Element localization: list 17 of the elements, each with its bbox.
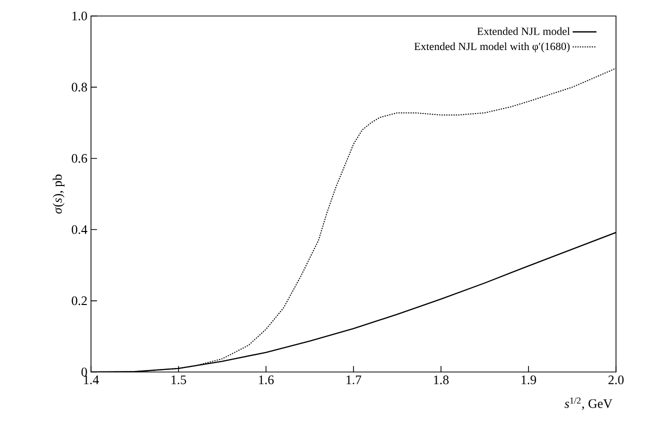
x-tick-label: 2.0 xyxy=(608,376,624,384)
y-tick-label: 0.8 xyxy=(72,82,87,92)
y-tick-label: 0.4 xyxy=(72,225,88,234)
y-tick-label: 0 xyxy=(82,368,87,376)
x-tick-label: 1.9 xyxy=(522,376,536,384)
legend-label: Extended NJL model with φ′(1680) xyxy=(414,42,570,52)
legend-label: Extended NJL model xyxy=(477,27,570,36)
y-tick-label: 0.6 xyxy=(72,154,88,163)
y-tick-label: 0.2 xyxy=(72,296,87,306)
x-tick-label: 1.8 xyxy=(434,376,449,384)
x-tick-label: 1.5 xyxy=(172,376,186,384)
x-tick-label: 1.4 xyxy=(84,376,99,384)
y-axis-title: σ(s), pb xyxy=(52,174,64,214)
x-tick-label: 1.6 xyxy=(259,376,274,384)
x-tick-label: 1.7 xyxy=(346,376,362,384)
x-axis-title: s$^{1/2}$, GeV xyxy=(564,398,612,410)
y-tick-label: 1.0 xyxy=(72,12,87,20)
